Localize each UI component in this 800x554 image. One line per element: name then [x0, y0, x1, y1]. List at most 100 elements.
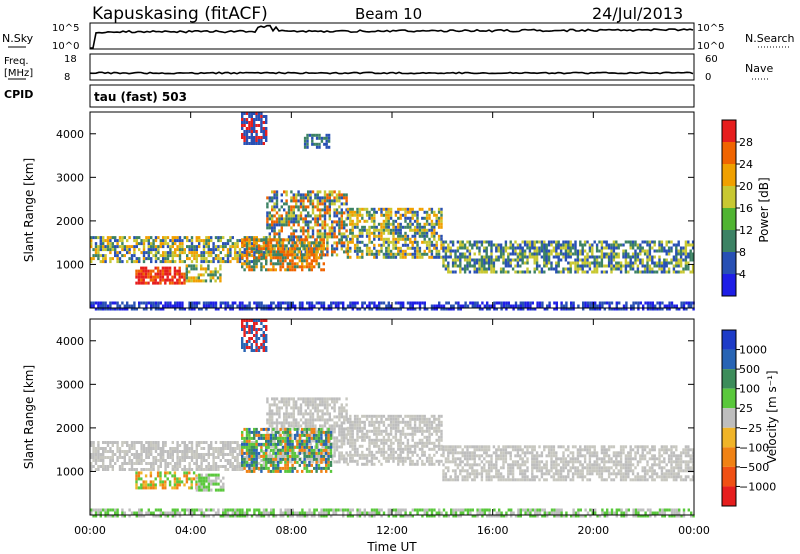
- scatter-cell: [394, 252, 398, 256]
- scatter-cell: [461, 240, 464, 244]
- scatter-cell: [216, 270, 220, 274]
- scatter-cell: [663, 246, 666, 250]
- scatter-cell: [411, 459, 414, 463]
- scatter-cell: [226, 459, 230, 462]
- scatter-cell: [603, 255, 606, 259]
- scatter-cell: [262, 307, 266, 311]
- scatter-cell: [358, 307, 362, 311]
- scatter-cell: [679, 255, 683, 259]
- scatter-cell: [178, 239, 182, 243]
- scatter-cell: [326, 403, 329, 407]
- scatter-cell: [338, 397, 341, 401]
- scatter-cell: [216, 276, 220, 280]
- scatter-cell: [333, 226, 336, 230]
- scatter-cell: [321, 424, 324, 428]
- scatter-cell: [463, 267, 467, 271]
- scatter-cell: [440, 435, 443, 439]
- scatter-cell: [656, 307, 659, 311]
- scatter-cell: [116, 459, 119, 462]
- scatter-cell: [286, 256, 289, 260]
- scatter-cell: [90, 465, 93, 468]
- scatter-cell: [212, 251, 215, 255]
- scatter-cell: [433, 414, 436, 418]
- scatter-cell: [90, 453, 93, 456]
- scatter-cell: [406, 456, 410, 460]
- scatter-cell: [275, 418, 279, 422]
- scatter-cell: [310, 241, 313, 245]
- scatter-cell: [116, 304, 119, 308]
- scatter-cell: [487, 261, 491, 265]
- scatter-cell: [308, 268, 311, 272]
- scatter-cell: [311, 439, 315, 443]
- scatter-cell: [456, 445, 460, 449]
- scatter-cell: [245, 139, 249, 142]
- scatter-cell: [440, 453, 443, 457]
- scatter-cell: [646, 258, 649, 262]
- scatter-cell: [365, 447, 369, 451]
- scatter-cell: [185, 267, 188, 271]
- scatter-cell: [409, 237, 412, 241]
- scatter-cell: [373, 207, 376, 211]
- scatter-cell: [130, 468, 134, 471]
- scatter-cell: [421, 426, 424, 430]
- scatter-cell: [314, 196, 317, 200]
- scatter-cell: [684, 267, 688, 271]
- scatter-cell: [320, 268, 323, 272]
- scatter-cell: [205, 260, 208, 264]
- scatter-cell: [316, 205, 319, 209]
- scatter-cell: [323, 412, 327, 416]
- scatter-cell: [265, 244, 268, 248]
- scatter-cell: [406, 420, 410, 424]
- scatter-cell: [174, 450, 177, 453]
- scatter-cell: [526, 267, 529, 271]
- scatter-cell: [382, 225, 386, 229]
- scatter-cell: [567, 267, 570, 271]
- scatter-cell: [646, 267, 649, 271]
- scatter-cell: [266, 220, 269, 224]
- scatter-cell: [397, 444, 400, 448]
- scatter-cell: [595, 246, 599, 250]
- scatter-cell: [492, 463, 496, 467]
- scatter-cell: [207, 251, 210, 255]
- scatter-cell: [442, 448, 445, 452]
- scatter-cell: [598, 301, 602, 305]
- scatter-cell: [198, 468, 201, 471]
- scatter-cell: [387, 438, 390, 442]
- scatter-cell: [229, 447, 232, 450]
- scatter-cell: [248, 462, 251, 465]
- scatter-cell: [226, 462, 230, 465]
- scatter-cell: [497, 457, 500, 461]
- scatter-cell: [317, 241, 321, 245]
- scatter-cell: [236, 465, 239, 468]
- scatter-cell: [437, 462, 441, 466]
- scatter-cell: [459, 457, 462, 461]
- scatter-cell: [275, 199, 279, 203]
- scatter-cell: [335, 211, 339, 215]
- scatter-cell: [305, 262, 309, 266]
- scatter-cell: [545, 243, 548, 247]
- scatter-cell: [243, 136, 246, 139]
- scatter-cell: [202, 242, 206, 246]
- scatter-cell: [292, 220, 295, 224]
- scatter-cell: [271, 445, 274, 449]
- scatter-cell: [333, 439, 336, 443]
- scatter-cell: [607, 261, 611, 265]
- scatter-cell: [433, 429, 436, 433]
- scatter-cell: [224, 304, 227, 308]
- scatter-cell: [368, 450, 371, 454]
- scatter-cell: [304, 223, 307, 227]
- scatter-cell: [183, 450, 186, 453]
- scatter-cell: [449, 448, 452, 452]
- scatter-cell: [370, 456, 374, 460]
- scatter-cell: [461, 252, 464, 256]
- scatter-cell: [497, 448, 500, 452]
- scatter-cell: [338, 412, 341, 416]
- scatter-cell: [440, 219, 443, 223]
- scatter-cell: [490, 249, 493, 253]
- scatter-cell: [557, 270, 560, 274]
- scatter-cell: [283, 217, 286, 221]
- scatter-cell: [287, 412, 291, 416]
- scatter-cell: [363, 462, 366, 466]
- scatter-cell: [488, 304, 491, 308]
- scatter-cell: [278, 421, 281, 425]
